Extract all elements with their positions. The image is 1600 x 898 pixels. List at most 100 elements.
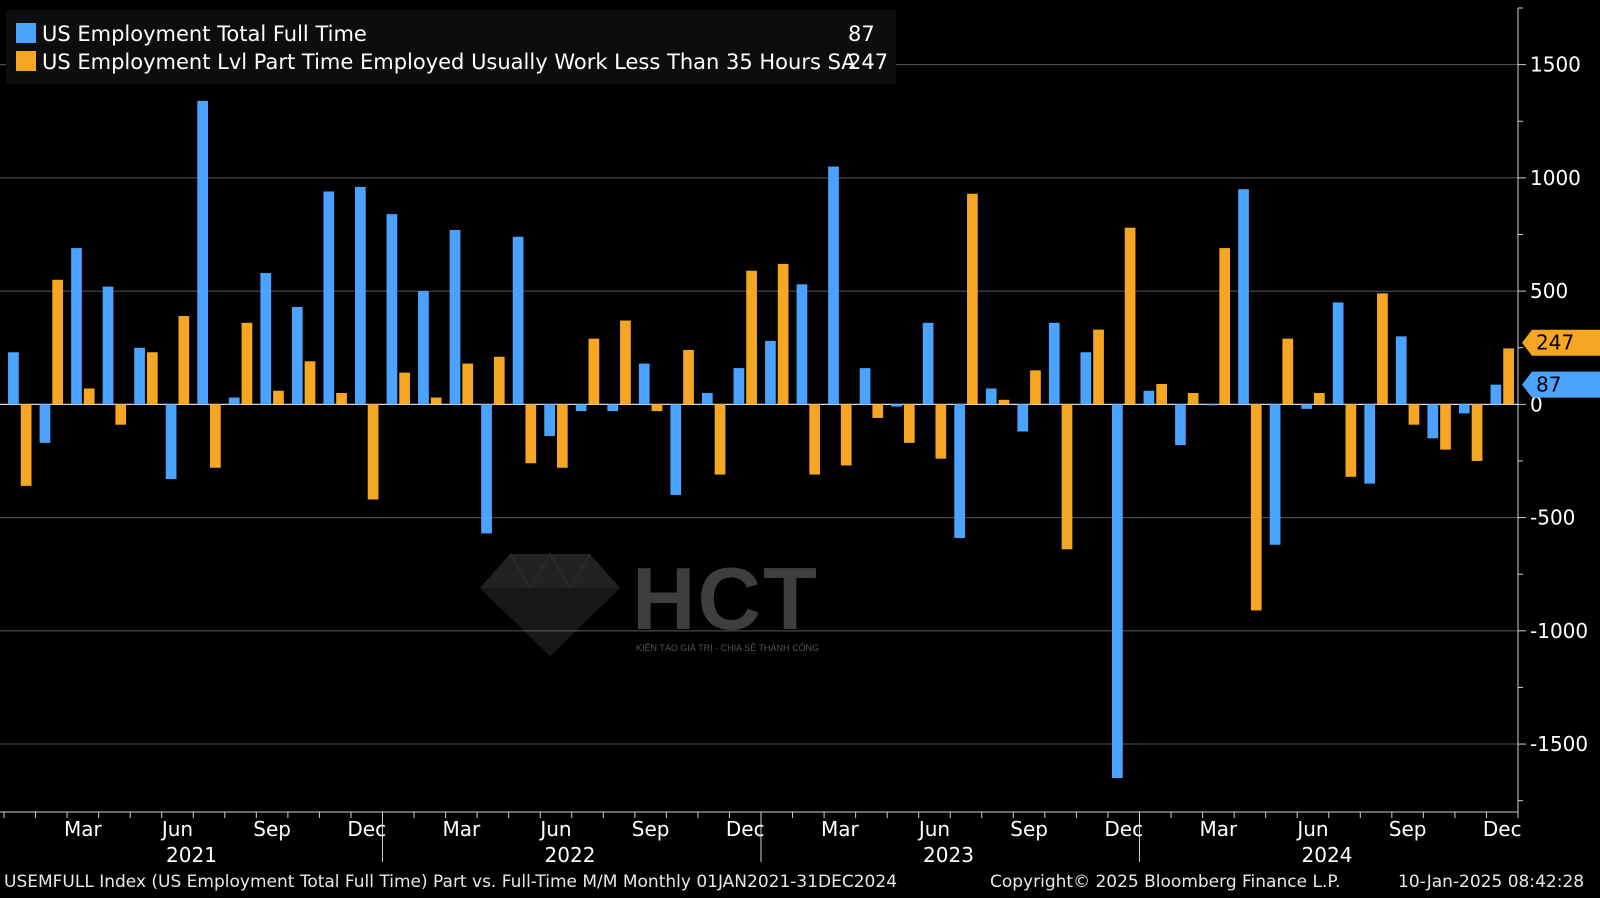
bar-part-time [714,404,726,475]
bar-full-time [134,347,145,405]
bar-part-time [493,356,505,405]
bar-full-time [1364,404,1376,484]
x-tick-label: Mar [442,817,481,841]
bar-full-time [701,393,713,405]
bar-part-time [1503,348,1514,405]
footer-copyright: Copyright© 2025 Bloomberg Finance L.P. [990,872,1341,892]
x-tick-label: Sep [1389,817,1427,841]
x-tick-label: Mar [64,817,103,841]
bar-part-time [1282,338,1294,405]
bar-full-time [39,404,51,443]
bar-full-time [765,340,776,405]
bar-full-time [828,166,839,405]
bar-part-time [588,338,600,405]
x-tick-label: Jun [1295,817,1328,841]
bar-full-time [1490,384,1502,405]
bar-part-time [1408,404,1420,425]
bar-full-time [733,368,745,405]
bar-part-time [777,263,789,405]
y-tick-label: 0 [1530,392,1543,416]
legend-swatch-orange [16,51,36,71]
last-value-tag-part-time-text: 247 [1536,331,1574,355]
bar-part-time [367,404,379,500]
last-value-tag-full-time-bg [1522,371,1600,398]
bar-full-time [418,291,429,405]
legend-item-full-time: US Employment Total Full Time [16,22,367,48]
last-value-tag-full-time: 87 [1522,371,1600,398]
bar-part-time [967,193,978,405]
bar-full-time [512,236,524,405]
bar-part-time [241,322,253,405]
bar-full-time [575,404,587,412]
y-tick-label: -500 [1530,506,1575,530]
legend-label: US Employment Total Full Time [42,22,367,46]
legend: US Employment Total Full Time 87 US Empl… [6,10,896,84]
legend-item-part-time: US Employment Lvl Part Time Employed Usu… [16,50,856,76]
bar-full-time [922,322,934,405]
bar-part-time [399,372,410,405]
bar-full-time [891,404,902,407]
bar-full-time [1048,322,1060,405]
bar-full-time [1080,352,1092,405]
bar-full-time [291,306,303,405]
footer-timestamp: 10-Jan-2025 08:42:28 [1398,872,1585,892]
bar-part-time [210,404,221,468]
bar-full-time [260,272,272,405]
x-tick-label: Sep [632,817,670,841]
bar-part-time [462,363,474,405]
bar-full-time [1269,404,1281,545]
bar-full-time [1458,404,1470,414]
last-value-tag-part-time-bg [1522,329,1600,356]
bar-part-time [1345,404,1357,477]
bar-part-time [304,361,316,405]
bar-full-time [197,100,209,405]
bar-part-time [1030,370,1041,405]
bar-full-time [607,404,619,412]
bars [8,100,1514,779]
bar-full-time [670,404,682,495]
legend-label: US Employment Lvl Part Time Employed Usu… [42,50,856,74]
bar-full-time [859,368,871,405]
x-tick-label: Jun [917,817,950,841]
y-tick-label: -1000 [1530,619,1588,643]
y-tick-label: 500 [1530,279,1568,303]
bar-part-time [115,404,127,425]
bar-full-time [481,404,492,534]
bar-full-time [1017,404,1029,432]
bar-part-time [146,352,158,405]
bar-full-time [1427,404,1439,439]
bar-part-time [651,404,663,412]
bar-full-time [544,404,555,437]
bar-part-time [20,404,32,486]
bar-part-time [683,349,694,405]
y-tick-label: 1500 [1530,53,1581,77]
bar-full-time [954,404,966,538]
bar-full-time [102,286,114,405]
x-year-label: 2024 [1302,843,1353,867]
bar-part-time [83,388,95,405]
bar-part-time [620,320,631,405]
bar-part-time [1187,393,1199,405]
bar-full-time [355,186,366,405]
legend-swatch-blue [16,23,36,43]
grid-lines [0,64,1518,745]
bar-full-time [1238,189,1249,405]
bar-full-time [1143,390,1155,405]
x-tick-label: Dec [726,817,765,841]
bar-part-time [1124,227,1136,405]
bar-full-time [1395,336,1407,405]
bar-full-time [386,214,398,405]
bar-part-time [336,393,347,405]
bar-part-time [1219,248,1231,405]
legend-value: 87 [848,22,875,46]
bar-full-time [165,404,177,480]
bar-part-time [903,404,915,443]
bar-part-time [840,404,852,466]
bar-part-time [556,404,568,468]
bar-full-time [8,352,19,405]
x-tick-label: Sep [1010,817,1048,841]
bar-part-time [872,404,884,418]
bar-full-time [228,397,240,405]
x-tick-label: Dec [347,817,386,841]
watermark-tagline: KIẾN TẠO GIÁ TRỊ - CHIA SẺ THÀNH CÔNG [636,643,820,653]
